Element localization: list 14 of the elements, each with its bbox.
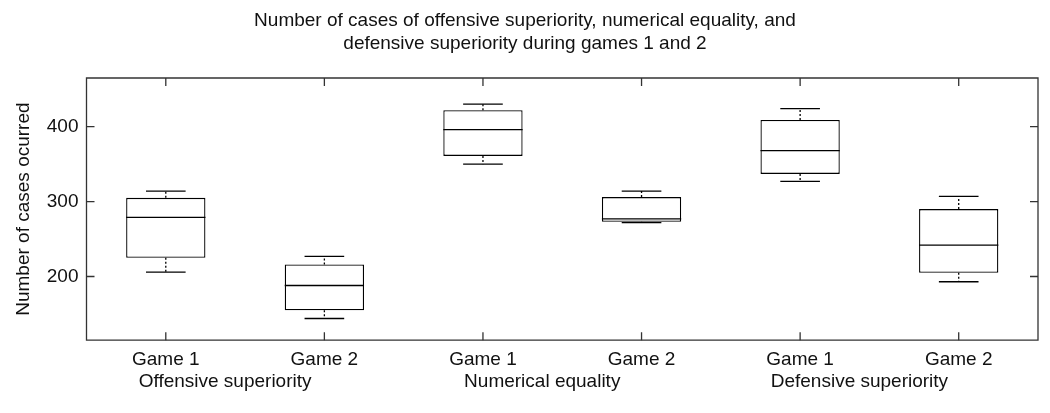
x-tick-label: Game 1 [449,347,517,369]
x-tick-label: Game 2 [290,347,359,369]
text: Defensive superiority [770,369,949,391]
text: Offensive superiority [138,369,312,391]
x-tick-label: Game 1 [132,347,200,369]
y-axis-title: Number of cases ocurred [11,102,33,316]
x-tick-label: Game 1 [766,347,834,369]
y-tick-label: 400 [46,114,79,136]
x-tick-label: Game 2 [924,347,993,369]
x-tick-label: Game 2 [607,347,676,369]
text: Numerical equality [464,369,621,391]
y-tick-label: 200 [46,264,79,286]
chart-title: Number of cases of offensive superiority, numerical equality, and defensive superiority during games 1 and 2 [253,8,797,55]
y-tick-label: 300 [46,189,79,211]
